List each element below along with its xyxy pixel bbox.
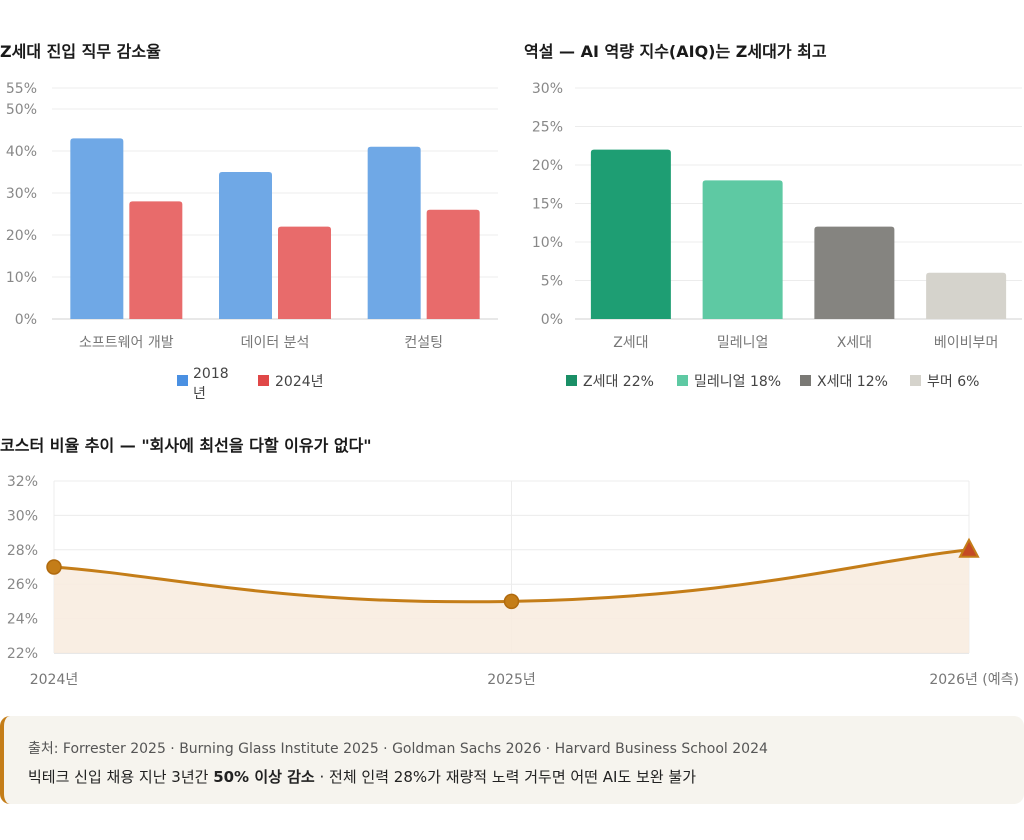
y-tick-label: 22% <box>7 646 38 662</box>
y-tick-label: 30% <box>6 186 37 202</box>
chart2-title: 역설 — AI 역량 지수(AIQ)는 Z세대가 최고 <box>524 42 827 61</box>
source-text: 출처: Forrester 2025 · Burning Glass Insti… <box>28 741 768 757</box>
x-category-label: 2024년 <box>30 672 79 688</box>
summary-pre: 빅테크 신입 채용 지난 3년간 <box>28 768 214 786</box>
y-tick-label: 50% <box>6 102 37 118</box>
y-tick-label: 24% <box>7 612 38 628</box>
y-tick-label: 0% <box>541 312 563 328</box>
x-category-label: Z세대 <box>613 335 648 351</box>
summary-bold: 50% 이상 감소 <box>213 768 315 786</box>
x-category-label: 2026년 (예측) <box>929 672 1019 688</box>
legend-label: 2018 년 <box>193 366 229 402</box>
y-tick-label: 5% <box>541 274 563 290</box>
x-category-label: 2025년 <box>487 672 536 688</box>
legend-swatch <box>677 375 688 386</box>
bar-a <box>70 138 124 319</box>
data-point <box>46 559 62 575</box>
legend-swatch <box>258 375 269 386</box>
legend-label: 밀레니얼 18% <box>694 374 781 390</box>
data-point-forecast <box>958 537 980 558</box>
bar-a <box>219 172 272 319</box>
x-category-label: X세대 <box>837 335 872 351</box>
legend-label: Z세대 22% <box>583 374 654 390</box>
y-tick-label: 30% <box>532 81 563 97</box>
chart1-title: Z세대 진입 직무 감소율 <box>0 42 161 61</box>
y-tick-label: 32% <box>7 474 38 490</box>
summary-post: · 전체 인력 28%가 재량적 노력 거두면 어떤 AI도 보완 불가 <box>314 768 696 786</box>
y-tick-label: 30% <box>7 508 38 524</box>
y-tick-label: 26% <box>7 577 38 593</box>
legend-label: 2024년 <box>275 374 324 390</box>
x-category-label: 베이비부머 <box>934 335 998 351</box>
legend-label: X세대 12% <box>817 374 888 390</box>
bar <box>590 149 671 319</box>
legend-swatch <box>177 375 188 386</box>
x-category-label: 밀레니얼 <box>717 335 769 351</box>
bar <box>702 180 783 319</box>
chart3-svg: 22% 24% 26% 28% 30% 32% 2024년 2025년 2026년 (예측) <box>7 474 1019 688</box>
legend-swatch <box>566 375 577 386</box>
bar-a <box>367 146 421 319</box>
x-category-label: 컨설팅 <box>404 335 443 351</box>
y-tick-label: 25% <box>532 120 563 136</box>
bar-b <box>426 209 480 319</box>
y-tick-label: 0% <box>15 312 37 328</box>
y-tick-label: 40% <box>6 144 37 160</box>
data-point <box>503 593 520 610</box>
y-tick-label: 15% <box>532 197 563 213</box>
y-tick-label: 10% <box>6 270 37 286</box>
y-tick-label: 10% <box>532 235 563 251</box>
summary-text: 빅테크 신입 채용 지난 3년간 50% 이상 감소 · 전체 인력 28%가 … <box>28 766 696 787</box>
y-tick-label: 55% <box>6 81 37 97</box>
bar-b <box>278 226 331 319</box>
x-category-label: 소프트웨어 개발 <box>79 335 174 351</box>
source-note: 출처: Forrester 2025 · Burning Glass Insti… <box>0 716 1024 804</box>
y-tick-label: 20% <box>532 158 563 174</box>
bar <box>926 272 1007 319</box>
legend-swatch <box>800 375 811 386</box>
x-category-label: 데이터 분석 <box>241 335 310 351</box>
y-tick-label: 20% <box>6 228 37 244</box>
y-tick-label: 28% <box>7 543 38 559</box>
chart1-svg: 0% 10% 20% 30% 40% 50% 55% 소프트웨어 개발 데이터 분석 컨설팅 201… <box>6 81 498 402</box>
legend-swatch <box>910 375 921 386</box>
bar-b <box>129 201 183 319</box>
bar <box>814 226 895 319</box>
chart3-title: 코스터 비율 추이 — "회사에 최선을 다할 이유가 없다" <box>0 436 372 455</box>
chart2-svg: 0% 5% 10% 15% 20% 25% 30% Z세대 밀레니얼 X세대 베이비부머 Z세대 22… <box>532 81 1022 390</box>
legend-label: 부머 6% <box>927 374 979 390</box>
